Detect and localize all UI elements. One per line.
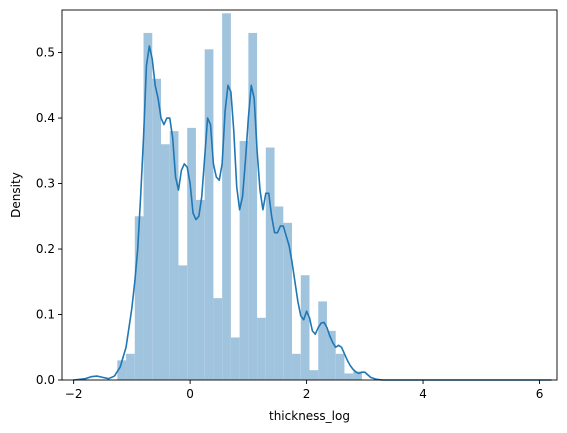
histogram-bar [300,275,310,380]
histogram-bar [309,370,319,380]
x-axis: −2 0 2 4 6 [65,380,544,401]
x-tick-label: 6 [536,387,544,401]
x-tick-label: −2 [65,387,83,401]
histogram-bar [169,131,179,380]
histogram-bar [204,49,214,381]
histogram-bar [222,13,231,381]
y-axis-label: Density [9,172,23,218]
histogram-bar [257,317,266,380]
histogram-bar [292,353,301,380]
x-tick-label: 2 [303,387,311,401]
histogram-bar [187,127,196,381]
histogram-bar [143,32,153,381]
histogram-bar [326,330,336,380]
histogram-bar [213,298,223,380]
histogram-bar [274,206,284,380]
x-tick-label: 4 [419,387,427,401]
plot-frame [61,9,558,381]
x-tick-label: 0 [186,387,194,401]
y-tick-label: 0.0 [36,373,55,387]
kde-line [72,45,552,381]
histogram-bar [248,32,258,381]
histogram-bar [152,78,161,381]
histogram-bar [161,144,170,380]
y-tick-label: 0.3 [36,177,55,191]
histogram-bar [239,140,249,380]
histogram-bar [344,373,354,380]
histogram-bar [335,353,345,380]
histogram-bar [178,265,188,380]
y-tick-label: 0.5 [36,46,55,60]
histogram-bar [126,353,135,380]
histogram-bar [134,216,144,380]
histogram-bar [230,337,240,380]
y-tick-label: 0.1 [36,308,55,322]
y-axis: 0.0 0.1 0.2 0.3 0.4 0.5 [36,46,62,387]
histogram-bar [195,199,205,380]
x-axis-label: thickness_log [269,409,350,423]
y-tick-label: 0.4 [36,111,55,125]
y-tick-label: 0.2 [36,242,55,256]
histogram-bar [283,222,293,380]
histogram-bar [265,147,275,380]
histogram-bars [117,13,362,381]
histogram-bar [318,301,327,380]
histogram-bar [117,360,127,380]
histogram-bar [353,371,362,380]
